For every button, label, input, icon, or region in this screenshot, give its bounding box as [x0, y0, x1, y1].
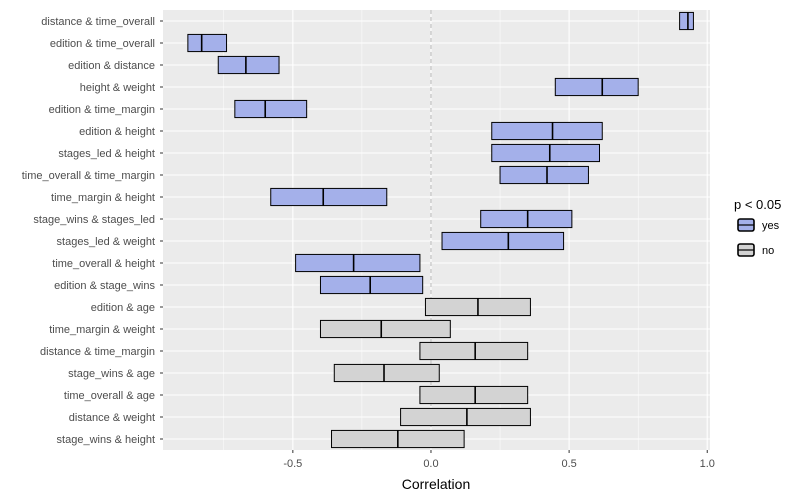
y-tick-label: edition & time_overall: [50, 38, 155, 50]
ci-bar: [480, 209, 573, 229]
ci-bar: [295, 253, 421, 273]
ci-bar: [234, 99, 308, 119]
y-tick-label: time_overall & time_margin: [22, 170, 155, 182]
y-tick-label: distance & time_margin: [40, 346, 155, 358]
ci-bar: [441, 231, 565, 251]
bars-layer: [187, 11, 694, 449]
y-tick-label: stages_led & height: [58, 148, 155, 160]
x-tick-label: 0.0: [423, 458, 438, 470]
y-tick-label: stages_led & weight: [57, 236, 155, 248]
ci-bar: [491, 143, 600, 163]
x-tick-label: 1.0: [700, 458, 715, 470]
ci-bar: [400, 407, 531, 427]
y-tick-label: edition & age: [91, 302, 155, 314]
ci-bar: [554, 77, 639, 97]
y-tick-label: edition & stage_wins: [54, 280, 155, 292]
y-tick-label: time_margin & height: [51, 192, 155, 204]
ci-bar: [187, 33, 228, 53]
y-tick-label: time_overall & height: [52, 258, 155, 270]
ci-bar: [319, 319, 451, 339]
x-axis-title: Correlation: [402, 476, 470, 492]
legend-title: p < 0.05: [734, 197, 781, 212]
ci-bar: [270, 187, 388, 207]
ci-bar: [319, 275, 424, 295]
plot-panel: [163, 10, 710, 450]
legend-label-yes: yes: [762, 220, 780, 232]
x-tick-label: -0.5: [283, 458, 302, 470]
y-tick-label: edition & distance: [68, 60, 155, 72]
ci-bar: [679, 11, 694, 31]
ci-bar: [419, 385, 529, 405]
y-tick-label: stage_wins & height: [57, 434, 155, 446]
ci-bar: [491, 121, 603, 141]
y-tick-label: distance & time_overall: [41, 16, 155, 28]
ci-bar: [333, 363, 440, 383]
y-tick-label: edition & time_margin: [49, 104, 155, 116]
y-tick-label: stage_wins & age: [68, 368, 155, 380]
y-tick-label: time_margin & weight: [49, 324, 155, 336]
ci-bar: [217, 55, 280, 75]
x-axis-ticks: -0.5 0.0 0.5 1.0: [283, 450, 715, 470]
legend: p < 0.05 yes no: [734, 197, 781, 257]
ci-bar: [499, 165, 589, 185]
y-tick-label: edition & height: [79, 126, 155, 138]
legend-items: yes no: [737, 218, 780, 257]
y-tick-label: height & weight: [80, 82, 155, 94]
y-tick-label: distance & weight: [69, 412, 155, 424]
y-tick-label: time_overall & age: [64, 390, 155, 402]
x-tick-label: 0.5: [561, 458, 576, 470]
legend-label-no: no: [762, 245, 774, 257]
ci-bar: [419, 341, 529, 361]
y-tick-label: stage_wins & stages_led: [33, 214, 155, 226]
